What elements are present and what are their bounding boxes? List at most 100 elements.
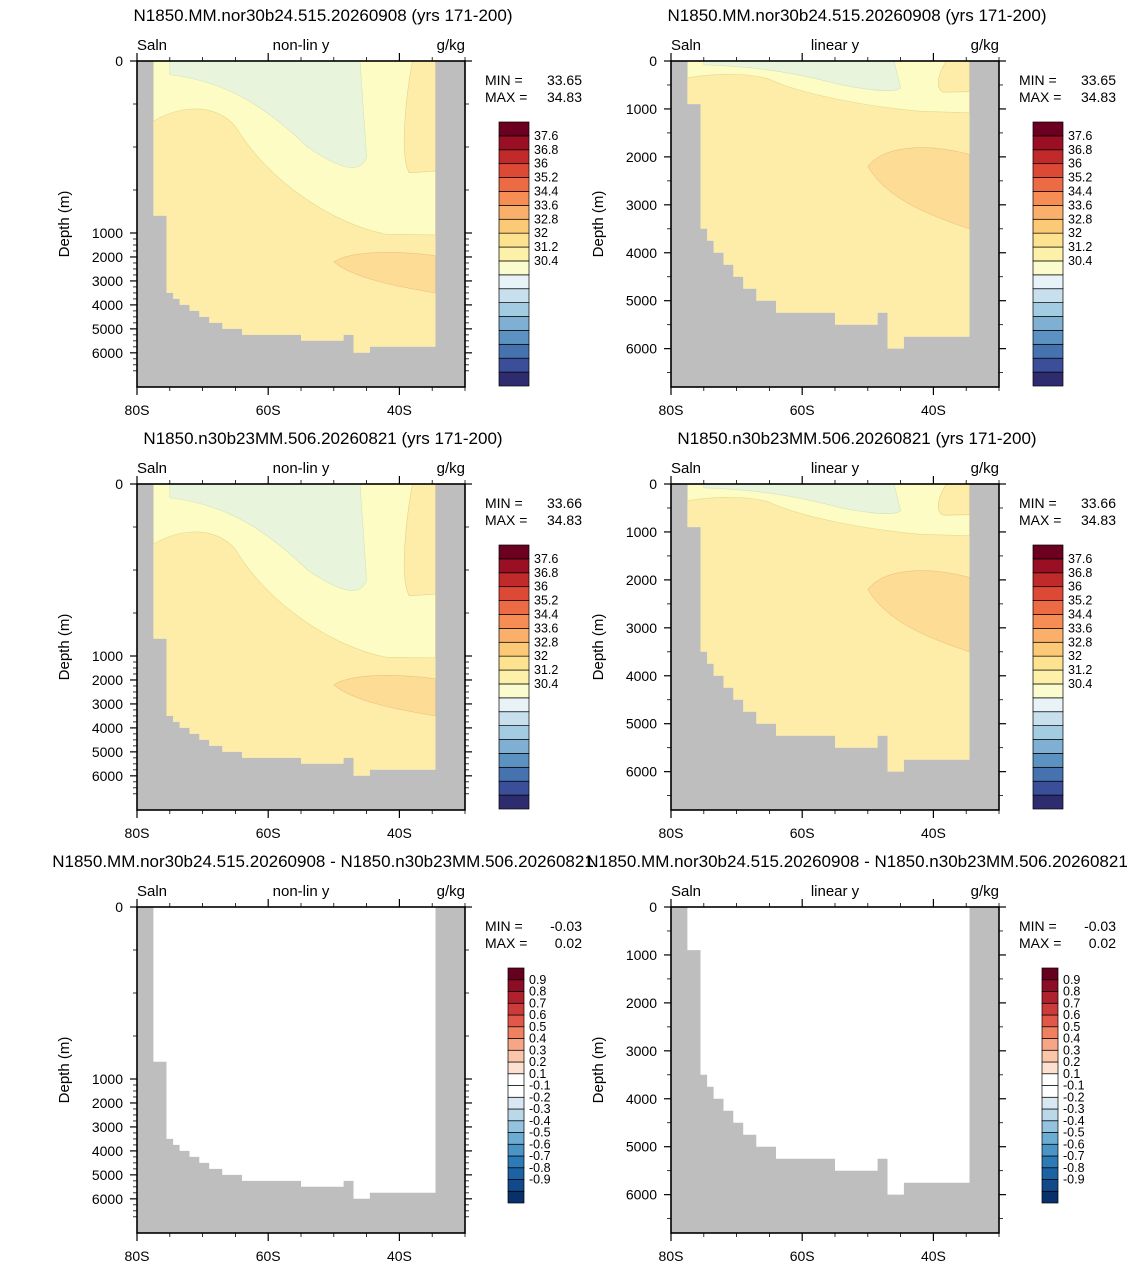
colorbar-swatch (498, 274, 530, 290)
colorbar-swatch (507, 1155, 525, 1169)
colorbar-label: 0.9 (529, 973, 546, 987)
y-tick-label: 0 (649, 899, 657, 915)
colorbar-label: 0.4 (529, 1032, 546, 1046)
x-tick-label: 80S (659, 825, 684, 841)
y-tick-label: 0 (649, 476, 657, 492)
colorbar-swatch (498, 330, 530, 345)
colorbar-swatch (498, 246, 530, 262)
y-tick-label: 3000 (626, 197, 657, 213)
y-tick-label: 2000 (92, 672, 123, 688)
x-tick-label: 40S (921, 402, 946, 418)
colorbar-label: 0.3 (1063, 1043, 1080, 1057)
y-tick-label: 4000 (92, 1143, 123, 1159)
colorbar-swatch (1032, 371, 1064, 387)
min-value: 33.65 (1081, 72, 1116, 88)
colorbar-label: 30.4 (1068, 677, 1092, 691)
colorbar-swatch (1032, 357, 1064, 373)
y-tick-label: 5000 (92, 321, 123, 337)
panel-title: N1850.MM.nor30b24.515.20260908 - N1850.n… (52, 852, 594, 871)
contour-34p4 (687, 484, 970, 537)
colorbar-label: 32 (1068, 226, 1082, 240)
colorbar-swatch (498, 669, 530, 685)
y-tick-label: 0 (115, 899, 123, 915)
colorbar-label: 37.6 (1068, 552, 1092, 566)
land-mask (671, 907, 999, 1233)
colorbar-label: -0.8 (1063, 1161, 1085, 1175)
colorbar-swatch (507, 1073, 525, 1086)
colorbar-swatch (498, 316, 530, 331)
max-label: MAX = (485, 512, 527, 528)
colorbar-label: 0.5 (1063, 1020, 1080, 1034)
colorbar-swatch (498, 163, 530, 178)
variable-label: Saln (671, 460, 701, 477)
colorbar-swatch (1041, 1002, 1059, 1016)
colorbar-label: 33.6 (1068, 198, 1092, 212)
colorbar-label: 0.2 (1063, 1055, 1080, 1069)
x-tick-label: 80S (125, 825, 150, 841)
colorbar-swatch (1032, 343, 1064, 359)
min-label: MIN = (485, 918, 523, 934)
colorbar-label: 36.8 (534, 566, 558, 580)
colorbar-label: 37.6 (534, 552, 558, 566)
colorbar-swatch (507, 1096, 525, 1110)
colorbar-swatch (498, 343, 530, 359)
colorbar-label: 33.6 (534, 621, 558, 635)
colorbar-swatch (507, 1143, 525, 1157)
min-label: MIN = (485, 72, 523, 88)
colorbar-label: 32.8 (534, 635, 558, 649)
panel-1: N1850.MM.nor30b24.515.20260908 (yrs 171-… (56, 6, 582, 418)
variable-label: Saln (137, 883, 167, 900)
colorbar-label: 32 (1068, 649, 1082, 663)
colorbar-swatch (1032, 177, 1064, 192)
colorbar-swatch (1032, 780, 1064, 796)
colorbar-label: 35.2 (1068, 594, 1092, 608)
x-tick-label: 80S (125, 1248, 150, 1264)
colorbar-swatch (498, 766, 530, 782)
y-tick-label: 2000 (626, 149, 657, 165)
colorbar-swatch (507, 1120, 525, 1133)
max-value: 34.83 (1081, 512, 1116, 528)
y-tick-label: 1000 (626, 524, 657, 540)
colorbar-label: 35.2 (534, 594, 558, 608)
colorbar-swatch (1041, 1179, 1059, 1192)
colorbar-swatch (507, 967, 525, 981)
min-value: -0.03 (1084, 918, 1116, 934)
colorbar-swatch (498, 371, 530, 387)
colorbar-swatch (1041, 1132, 1059, 1145)
colorbar-swatch (1032, 232, 1064, 248)
colorbar-label: -0.2 (1063, 1090, 1085, 1104)
max-label: MAX = (1019, 935, 1061, 951)
colorbar-swatch (498, 725, 530, 740)
colorbar-label: 34.4 (1068, 185, 1092, 199)
panel-title: N1850.MM.nor30b24.515.20260908 (yrs 171-… (668, 6, 1047, 25)
colorbar-swatch (498, 600, 530, 615)
colorbar-swatch (1041, 1026, 1059, 1039)
colorbar-label: 34.4 (1068, 608, 1092, 622)
min-value: 33.66 (547, 495, 582, 511)
colorbar-swatch (1032, 614, 1064, 629)
colorbar-label: 0.6 (529, 1008, 546, 1022)
colorbar-swatch (1032, 753, 1064, 768)
units-label: g/kg (437, 883, 465, 900)
colorbar-label: -0.6 (1063, 1137, 1085, 1151)
colorbar-swatch (507, 1061, 525, 1075)
colorbar-swatch (498, 121, 530, 137)
units-label: g/kg (971, 883, 999, 900)
contour-33p6 (169, 61, 367, 168)
colorbar-swatch (1032, 302, 1064, 317)
x-tick-label: 40S (387, 1248, 412, 1264)
land-mask (137, 61, 465, 387)
colorbar-swatch (498, 177, 530, 192)
panel-title: N1850.MM.nor30b24.515.20260908 - N1850.n… (586, 852, 1128, 871)
contour-35p2-surface (937, 61, 970, 93)
colorbar-label: 32.8 (1068, 212, 1092, 226)
colorbar-swatch (1041, 1014, 1059, 1028)
y-tick-label: 6000 (92, 768, 123, 784)
colorbar-swatch (498, 794, 530, 810)
colorbar-swatch (1032, 260, 1064, 276)
colorbar-swatch (507, 1167, 525, 1180)
colorbar-label: 36.8 (1068, 566, 1092, 580)
colorbar-swatch (507, 1132, 525, 1145)
colorbar-label: 37.6 (1068, 129, 1092, 143)
y-tick-label: 5000 (626, 1139, 657, 1155)
